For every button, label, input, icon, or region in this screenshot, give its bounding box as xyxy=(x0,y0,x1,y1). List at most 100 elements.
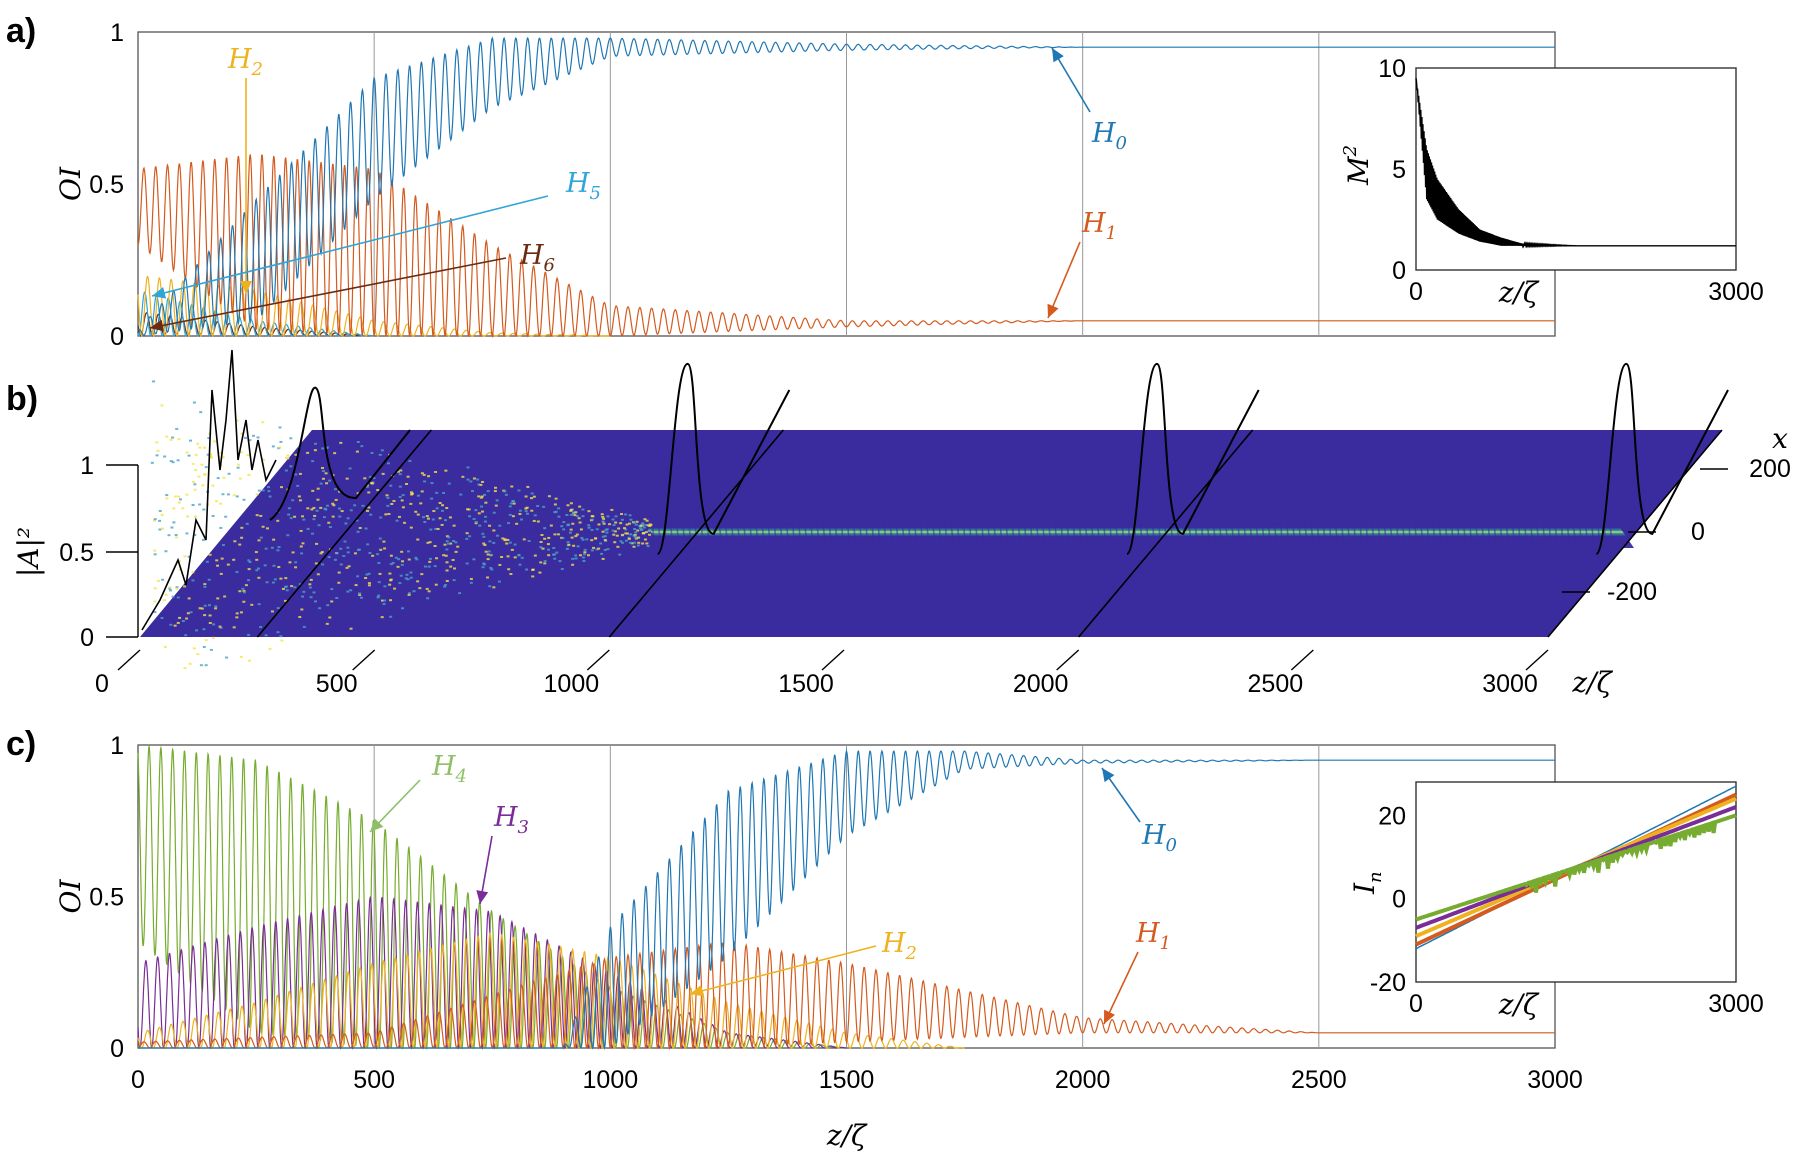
speckle xyxy=(553,558,556,560)
speckle xyxy=(567,541,570,543)
speckle xyxy=(453,579,456,581)
speckle xyxy=(201,484,204,486)
inset-x-tick: 0 xyxy=(1409,990,1423,1018)
speckle xyxy=(235,616,238,618)
speckle xyxy=(430,482,433,484)
speckle xyxy=(338,572,341,574)
x-tick-label: -200 xyxy=(1607,578,1657,606)
speckle xyxy=(326,505,329,507)
speckle xyxy=(248,568,251,570)
speckle xyxy=(601,513,604,515)
speckle xyxy=(601,516,604,518)
speckle xyxy=(416,580,419,582)
speckle xyxy=(246,523,249,525)
speckle xyxy=(435,557,438,559)
speckle xyxy=(203,583,206,585)
speckle xyxy=(602,531,605,533)
speckle xyxy=(547,554,550,556)
speckle xyxy=(480,506,483,508)
speckle xyxy=(167,534,170,536)
speckle xyxy=(510,486,513,488)
speckle xyxy=(621,534,624,536)
speckle xyxy=(300,530,303,532)
speckle xyxy=(323,516,326,518)
speckle xyxy=(402,506,405,508)
speckle xyxy=(466,532,469,534)
speckle xyxy=(240,537,243,539)
speckle xyxy=(369,514,372,516)
speckle xyxy=(328,556,331,558)
speckle xyxy=(571,537,574,539)
speckle xyxy=(436,507,439,509)
speckle xyxy=(360,445,363,447)
speckle xyxy=(492,542,495,544)
speckle xyxy=(538,572,541,574)
speckle xyxy=(287,514,290,516)
speckle xyxy=(616,535,619,537)
arrow-H0-head xyxy=(1102,768,1114,782)
speckle xyxy=(393,588,396,590)
speckle xyxy=(540,534,543,536)
speckle xyxy=(289,437,292,439)
speckle xyxy=(507,522,510,524)
speckle xyxy=(324,508,327,510)
speckle xyxy=(599,542,602,544)
speckle xyxy=(581,509,584,511)
speckle xyxy=(329,526,332,528)
speckle xyxy=(286,534,289,536)
speckle xyxy=(544,560,547,562)
label-H5: H5 xyxy=(565,168,601,204)
speckle xyxy=(190,611,193,613)
speckle xyxy=(479,484,482,486)
speckle xyxy=(196,443,199,445)
speckle xyxy=(426,515,429,517)
speckle xyxy=(347,551,350,553)
speckle xyxy=(284,586,287,588)
x-axis-label: z/ζ xyxy=(826,1119,868,1152)
speckle xyxy=(239,478,242,480)
speckle xyxy=(426,542,429,544)
speckle xyxy=(390,555,393,557)
speckle xyxy=(439,517,442,519)
speckle xyxy=(232,559,235,561)
speckle xyxy=(426,588,429,590)
speckle xyxy=(408,594,411,596)
speckle xyxy=(494,487,497,489)
speckle xyxy=(399,473,402,475)
speckle xyxy=(634,531,637,533)
speckle xyxy=(474,509,477,511)
speckle xyxy=(326,604,329,606)
speckle xyxy=(520,519,523,521)
speckle xyxy=(521,557,524,559)
speckle xyxy=(441,504,444,506)
speckle xyxy=(285,470,288,472)
speckle xyxy=(567,544,570,546)
speckle xyxy=(308,583,311,585)
speckle xyxy=(186,451,189,453)
speckle xyxy=(191,579,194,581)
speckle xyxy=(534,514,537,516)
speckle xyxy=(591,519,594,521)
speckle xyxy=(300,552,303,554)
speckle xyxy=(437,528,440,530)
speckle xyxy=(201,608,204,610)
speckle xyxy=(205,664,208,666)
speckle xyxy=(177,622,180,624)
speckle xyxy=(279,578,282,580)
speckle xyxy=(401,607,404,609)
speckle xyxy=(245,584,248,586)
arrow-H5-head xyxy=(152,287,166,299)
speckle xyxy=(633,546,636,548)
speckle xyxy=(258,539,261,541)
speckle xyxy=(647,545,650,547)
speckle xyxy=(547,537,550,539)
speckle xyxy=(613,524,616,526)
speckle xyxy=(340,563,343,565)
speckle xyxy=(445,555,448,557)
speckle xyxy=(481,533,484,535)
speckle xyxy=(648,530,651,532)
speckle xyxy=(503,490,506,492)
speckle xyxy=(334,488,337,490)
speckle xyxy=(377,562,380,564)
